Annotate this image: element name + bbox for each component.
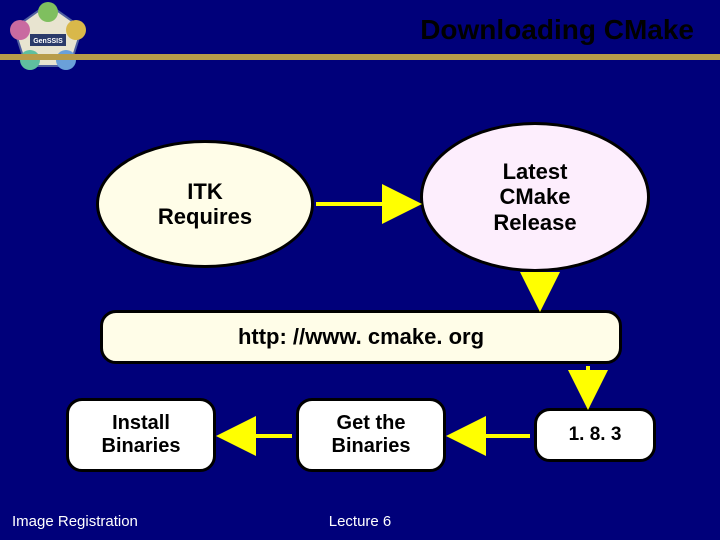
node-latest-cmake-release: LatestCMakeRelease (420, 122, 650, 272)
node-version: 1. 8. 3 (534, 408, 656, 462)
node-cmake-url: http: //www. cmake. org (100, 310, 622, 364)
node-itk-requires: ITKRequires (96, 140, 314, 268)
header: GenSSIS Downloading CMake (0, 0, 720, 66)
node-install-binaries: InstallBinaries (66, 398, 216, 472)
footer-left: Image Registration (12, 513, 138, 530)
footer-center: Lecture 6 (329, 513, 392, 530)
header-rule (0, 54, 720, 60)
logo-text: GenSSIS (33, 38, 63, 45)
node-get-binaries: Get theBinaries (296, 398, 446, 472)
logo: GenSSIS (6, 0, 90, 76)
page-title: Downloading CMake (420, 14, 694, 46)
